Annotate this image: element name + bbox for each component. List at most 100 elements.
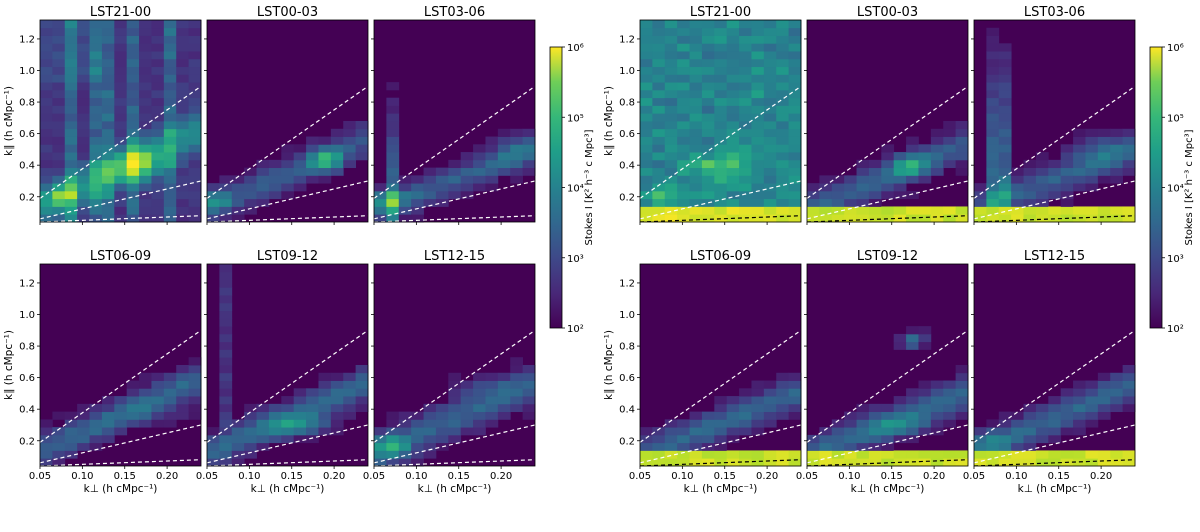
heatmap-cell [176, 27, 190, 36]
heatmap-cell [219, 318, 233, 327]
heatmap-cell [101, 434, 115, 444]
heatmap-cell [114, 144, 128, 153]
heatmap-cell [318, 427, 332, 436]
heatmap-cell [448, 175, 462, 184]
heatmap-cell [114, 97, 128, 106]
heatmap-cell [293, 419, 307, 428]
heatmap-cell [751, 427, 765, 436]
heatmap-cell [751, 136, 765, 145]
y-tick-label: 0.2 [619, 436, 635, 447]
heatmap-cell [330, 372, 344, 381]
x-axis-label: k⊥ (h cMpc⁻¹) [84, 483, 158, 495]
heatmap-cell [176, 198, 190, 207]
heatmap-cell [739, 144, 752, 153]
heatmap-cell [268, 403, 282, 413]
dashed-line-horizon [40, 329, 201, 443]
heatmap-cell [955, 372, 969, 381]
heatmap-cell [788, 175, 802, 184]
heatmap-cell [114, 89, 128, 99]
panel-left-3: LST06-090.20.40.60.81.01.20.05 0.10 0.15 0.… [3, 249, 202, 495]
heatmap-cell [256, 427, 270, 436]
heatmap-cell [1110, 206, 1124, 215]
heatmap-cell [101, 89, 115, 99]
x-tick-label: 0.10 [238, 471, 260, 482]
heatmap-cell [114, 66, 128, 75]
heatmap-cell [831, 175, 845, 184]
heatmap-cell [219, 458, 233, 467]
heatmap-cell [522, 128, 536, 137]
heatmap-cell [293, 175, 307, 184]
heatmap-cell [689, 113, 703, 122]
heatmap-cell [955, 121, 969, 130]
heatmap-cell [281, 427, 295, 436]
heatmap-cell [819, 214, 833, 223]
heatmap-cell [1023, 175, 1037, 184]
heatmap-cell [64, 434, 78, 444]
heatmap-cell [807, 198, 820, 207]
heatmap-cell [986, 159, 1000, 169]
heatmap-cell [930, 411, 944, 420]
heatmap-cell [652, 51, 666, 60]
heatmap-cell [640, 144, 653, 153]
heatmap-cell [293, 388, 307, 397]
heatmap-cell [126, 97, 140, 106]
heatmap-cell [807, 206, 820, 215]
heatmap-cell [751, 74, 765, 83]
heatmap-cell [306, 152, 319, 161]
heatmap-cell [726, 411, 740, 420]
heatmap-cell [714, 144, 728, 153]
heatmap-cell [664, 419, 678, 428]
x-axis-label: k⊥ (h cMpc⁻¹) [418, 483, 492, 495]
heatmap-cell [918, 144, 932, 153]
heatmap-cell [776, 105, 790, 114]
heatmap-cell [1097, 206, 1111, 215]
heatmap-cell [776, 380, 790, 389]
heatmap-cell [751, 20, 765, 29]
heatmap-cell [943, 419, 957, 428]
heatmap-cell [739, 427, 752, 436]
heatmap-cell [714, 198, 728, 207]
heatmap-cell [485, 380, 499, 389]
heatmap-cell [1110, 136, 1124, 145]
heatmap-cell [868, 411, 882, 420]
heatmap-cell [423, 419, 437, 428]
heatmap-cell [955, 136, 969, 145]
panel-frame [206, 263, 369, 467]
heatmap-cell [355, 128, 369, 137]
heatmap-cell [640, 89, 653, 99]
heatmap-cell [355, 403, 369, 413]
heatmap-cell [188, 27, 202, 36]
heatmap-cell [306, 388, 319, 397]
heatmap-cell [1073, 159, 1086, 169]
heatmap-cell [163, 121, 177, 130]
heatmap-cell [1048, 206, 1062, 215]
heatmap-cell [423, 190, 437, 200]
heatmap-cell [881, 190, 895, 200]
heatmap-cell [244, 198, 257, 207]
heatmap-cell [906, 411, 919, 420]
heatmap-cell [219, 411, 233, 420]
heatmap-cell [893, 396, 907, 405]
heatmap-cell [411, 190, 424, 200]
heatmap-cell [1035, 167, 1049, 176]
heatmap-cell [918, 450, 932, 459]
heatmap-cell [163, 167, 177, 176]
heatmap-cell [374, 190, 387, 200]
heatmap-cell [139, 144, 152, 153]
heatmap-cell [114, 27, 128, 36]
heatmap-cell [776, 206, 790, 215]
heatmap-cell [188, 43, 202, 52]
heatmap-cell [763, 82, 777, 91]
heatmap-cell [398, 450, 412, 459]
heatmap-cells [974, 365, 1136, 467]
heatmap-cell [714, 419, 728, 428]
heatmap-cell [788, 43, 802, 52]
heatmap-cell [151, 411, 165, 420]
heatmap-cell [640, 58, 653, 68]
heatmap-cell [868, 190, 882, 200]
heatmap-cell [664, 128, 678, 137]
heatmap-cell [114, 136, 128, 145]
heatmap-cell [52, 167, 66, 176]
heatmap-cell [386, 434, 400, 444]
heatmap-cell [126, 159, 140, 169]
